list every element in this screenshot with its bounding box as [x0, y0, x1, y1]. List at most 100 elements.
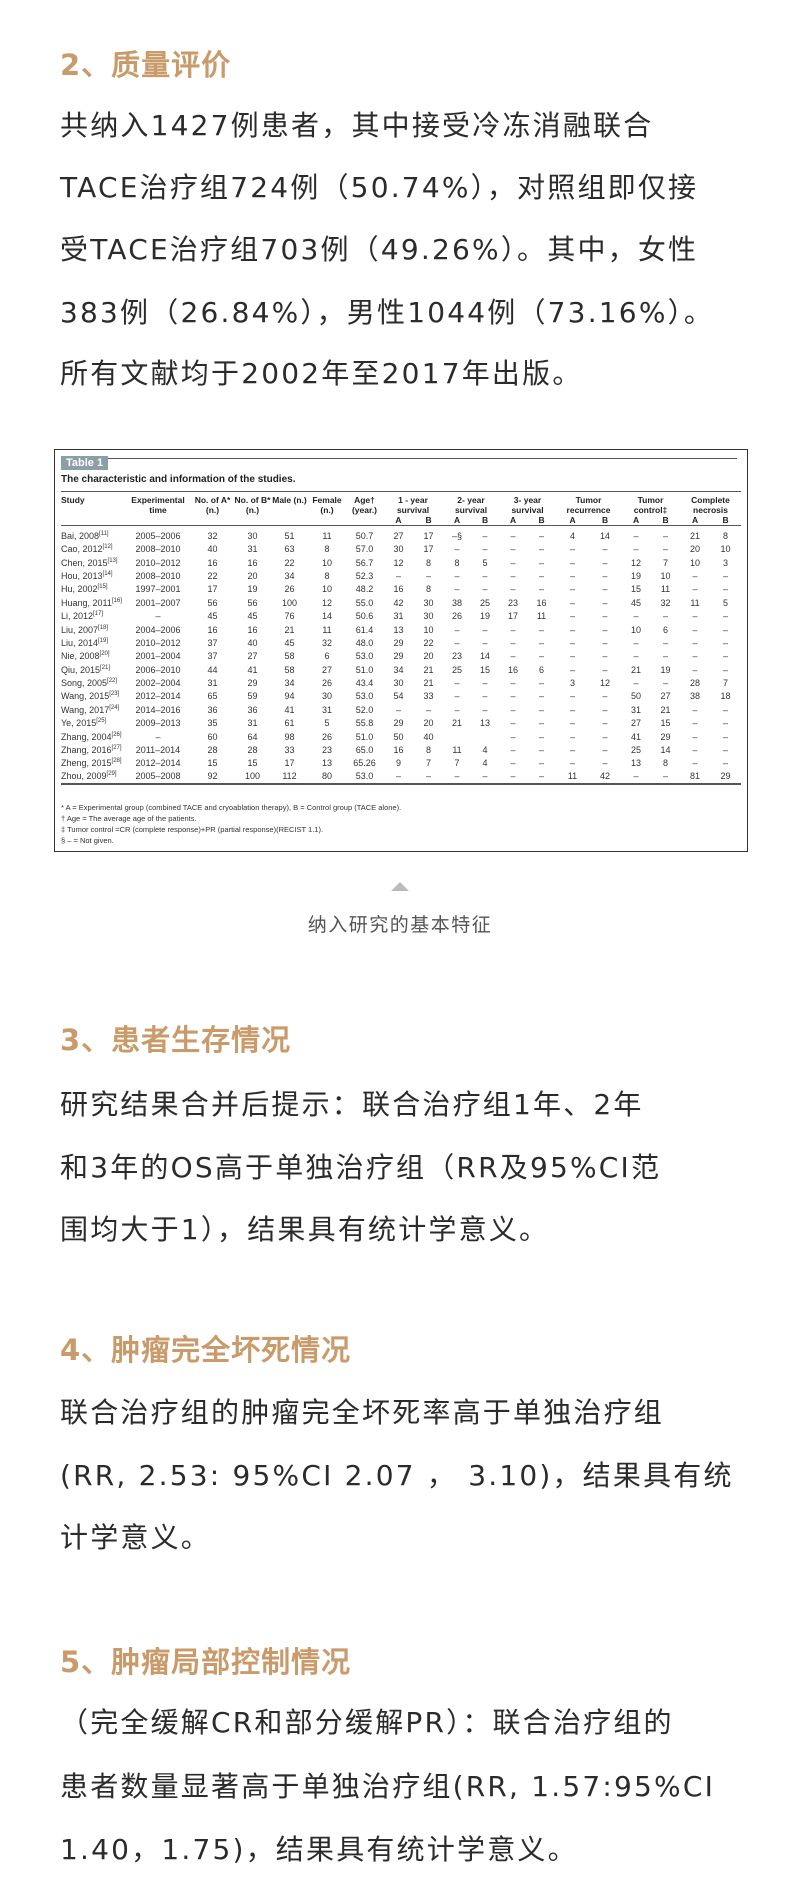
table-cell: 26 [452, 611, 463, 622]
table-cell: 22 [207, 570, 218, 581]
table-cell: – [454, 704, 460, 715]
table-cell [443, 730, 471, 743]
footnote: * A = Experimental group (combined TACE … [61, 803, 402, 812]
table-cell: 27 [631, 718, 642, 729]
table-cell: – [395, 704, 401, 715]
text-line: 围均大于1），结果具有统计学意义。 [60, 1213, 550, 1246]
table-cell: 81 [690, 771, 701, 782]
table-cell: 8 [454, 557, 460, 568]
column-header: Complete necrosis [691, 495, 730, 515]
table-cell: – [692, 664, 698, 675]
table-cell: 16 [393, 584, 404, 595]
table-cell: – [602, 731, 608, 742]
table-cell: – [539, 624, 545, 635]
study-cell: Qiu, 2015[21] [61, 664, 111, 675]
table-cell: 34 [284, 570, 295, 581]
table-cell: 21 [452, 718, 463, 729]
table-cell: 30 [393, 678, 404, 689]
table-cell: – [426, 570, 432, 581]
study-cell: Wang, 2017[24] [61, 704, 120, 715]
subheader-b: B [601, 515, 609, 525]
table-cell: – [663, 611, 669, 622]
table-cell: 31 [247, 718, 258, 729]
table-cell: – [633, 611, 639, 622]
table-cell: – [602, 691, 608, 702]
table-cell: – [482, 584, 488, 595]
column-header: Female (n.) [312, 495, 342, 515]
table-cell: 16 [247, 557, 258, 568]
table-cell: –§ [452, 531, 463, 542]
table-row: Wang, 2017[24] 2014–2016 36 36 41 31 52.0 – – – – –… [61, 703, 741, 716]
table-row: Li, 2012[17] – 45 45 76 14 50.6 31 30 26 19 17 11 – – –… [61, 609, 741, 622]
table-cell: 36 [207, 704, 218, 715]
table-cell: 16 [247, 624, 258, 635]
study-cell: Ye, 2015[25] [61, 718, 107, 729]
table-row: Huang, 2011[16] 2001–2007 56 56 100 12 55.0 42 3… [61, 596, 741, 609]
table-cell: 3 [723, 557, 729, 568]
section-heading: 5、肿瘤局部控制情况 [60, 1645, 352, 1679]
study-cell: Song, 2005[22] [61, 678, 118, 689]
study-cell: Zhang, 2004[26] [61, 731, 122, 742]
table-cell: – [510, 651, 516, 662]
table-cell: 94 [284, 691, 295, 702]
text-line: 和3年的OS高于单独治疗组（RR及95%CI范 [60, 1151, 662, 1184]
table-cell: 37 [207, 651, 218, 662]
table-cell: – [692, 718, 698, 729]
table-cell: – [539, 718, 545, 729]
text-line: (RR, 2.53: 95%CI 2.07 ， 3.10)，结果具有统 [60, 1459, 734, 1492]
table-cell: 34 [284, 678, 295, 689]
table-cell: – [692, 731, 698, 742]
table-cell: 58 [284, 651, 295, 662]
table-cell: 37 [207, 637, 218, 648]
table-cell: 10 [720, 544, 731, 555]
table-cell: – [482, 544, 488, 555]
study-cell: Cao, 2012[12] [61, 544, 113, 555]
table-cell: 10 [690, 557, 701, 568]
table-cell: 63 [284, 544, 295, 555]
table-cell: – [510, 704, 516, 715]
table-cell: 50 [631, 691, 642, 702]
table-cell: 61.4 [355, 624, 374, 635]
table-cell: 9 [395, 758, 401, 769]
column-header: 1 - year survival [396, 495, 430, 515]
table-cell: – [692, 704, 698, 715]
table-cell: – [570, 557, 576, 568]
table-cell: 8 [324, 570, 330, 581]
table-cell: – [539, 651, 545, 662]
table-cell: 50.7 [355, 531, 374, 542]
table-cell: – [602, 557, 608, 568]
table-cell: – [454, 637, 460, 648]
table-cell: 29 [393, 637, 404, 648]
table-cell: 15 [631, 584, 642, 595]
table-cell: 25 [480, 597, 491, 608]
table-cell: – [454, 678, 460, 689]
table-cell: 13 [393, 624, 404, 635]
table-cell: 10 [423, 624, 434, 635]
table-cell: 15 [480, 664, 491, 675]
table-cell: – [602, 745, 608, 756]
subheader-b: B [722, 515, 729, 525]
table-cell: – [510, 691, 516, 702]
table-cell: – [482, 771, 488, 782]
table-cell: 2006–2010 [135, 664, 181, 675]
table-cell: – [633, 678, 639, 689]
study-cell: Liu, 2007[18] [61, 624, 109, 635]
table-row: Wang, 2015[23] 2012–2014 65 59 94 30 53.0 54 33 –… [61, 690, 741, 703]
table-cell: 11 [452, 745, 462, 756]
table-cell: 11 [567, 771, 578, 782]
table-cell: 50 [393, 731, 404, 742]
text-line: 计学意义。 [60, 1521, 212, 1554]
subheader-b: B [538, 515, 545, 525]
text-line: 联合治疗组的肿瘤完全坏死率高于单独治疗组 [60, 1396, 665, 1429]
table-cell: – [426, 704, 432, 715]
table-cell: 2005–2008 [135, 771, 181, 782]
table-cell: – [510, 624, 516, 635]
table-cell: 28 [207, 745, 218, 756]
table-cell: 48.2 [355, 584, 374, 595]
table-cell: 16 [508, 664, 519, 675]
table-cell: – [602, 611, 608, 622]
column-header: No. of A* (n.) [194, 495, 231, 515]
table-cell: 2014–2016 [135, 704, 181, 715]
table-cell: 31 [247, 544, 258, 555]
table-cell: 12 [321, 597, 332, 608]
